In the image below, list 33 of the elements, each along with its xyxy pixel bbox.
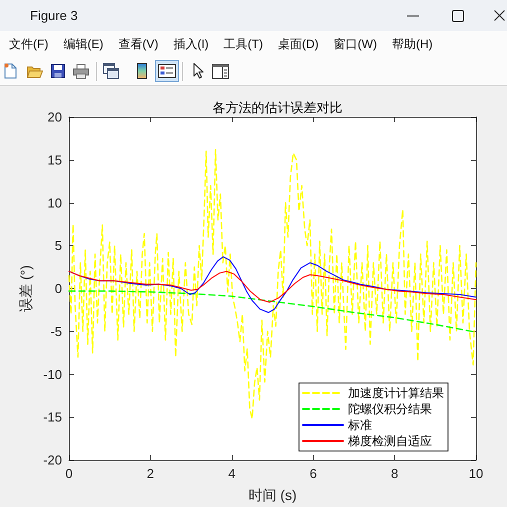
x-tick-label: 6 [310,466,317,481]
y-tick-label: -5 [50,324,62,339]
y-tick-label: -20 [43,452,62,468]
line-series [68,148,477,420]
x-axis-title: 时间 (s) [248,487,297,503]
x-tick-label: 8 [390,466,398,481]
caption: Figure 3 [30,8,78,23]
legend-label: 陀螺仪积分结果 [348,402,432,416]
y-tick-label: 20 [48,110,62,124]
text: 文件(F) [9,36,48,52]
y-tick-label: -15 [43,410,62,425]
text: 帮助(H) [392,36,433,52]
text: 查看(V) [118,36,158,52]
line-series [68,270,476,303]
y-tick-label: -10 [43,366,62,382]
x-tick-label: 4 [228,466,236,481]
legend-label: 标准 [347,418,372,432]
x-tick-label: 0 [65,466,73,481]
x-tick-label: 2 [146,466,154,481]
y-tick-label: 0 [54,281,62,296]
y-tick-label: 10 [48,195,62,210]
x-tick-label: 10 [468,466,484,481]
text: 窗口(W) [334,36,377,52]
text: 桌面(D) [278,36,319,52]
y-tick-label: 5 [54,238,62,254]
y-axis-title: 误差 (°) [17,265,34,312]
legend-label: 加速度计计算结果 [348,386,444,400]
y-tick-label: 15 [48,152,62,168]
text: 插入(I) [173,36,209,52]
chart-title: 各方法的估计误差对比 [212,100,342,115]
text: 编辑(E) [63,36,104,52]
legend-label: 梯度检测自适应 [347,434,432,448]
text: 工具(T) [224,36,263,52]
